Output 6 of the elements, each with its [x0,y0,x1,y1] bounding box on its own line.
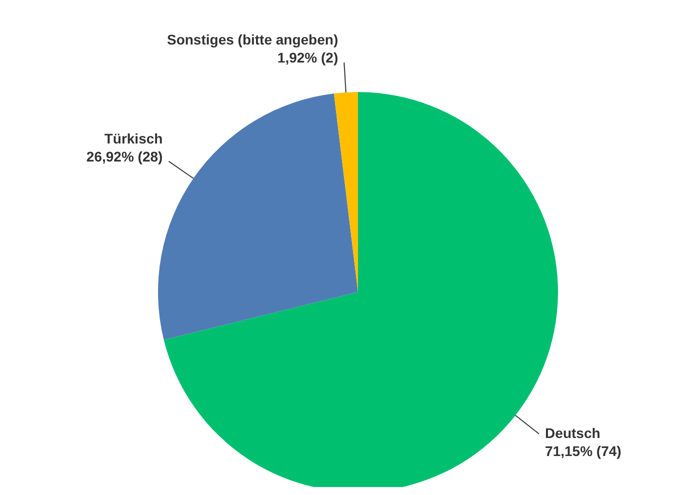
slice-label: Sonstiges (bitte angeben) [166,31,338,48]
slice-label: Deutsch [545,424,600,441]
data-label: 1,92% (2) [277,49,338,66]
data-label: 71,15% (74) [545,442,622,459]
data-label: 26,92% (28) [86,148,163,164]
slice-label: Türkisch [104,130,163,146]
